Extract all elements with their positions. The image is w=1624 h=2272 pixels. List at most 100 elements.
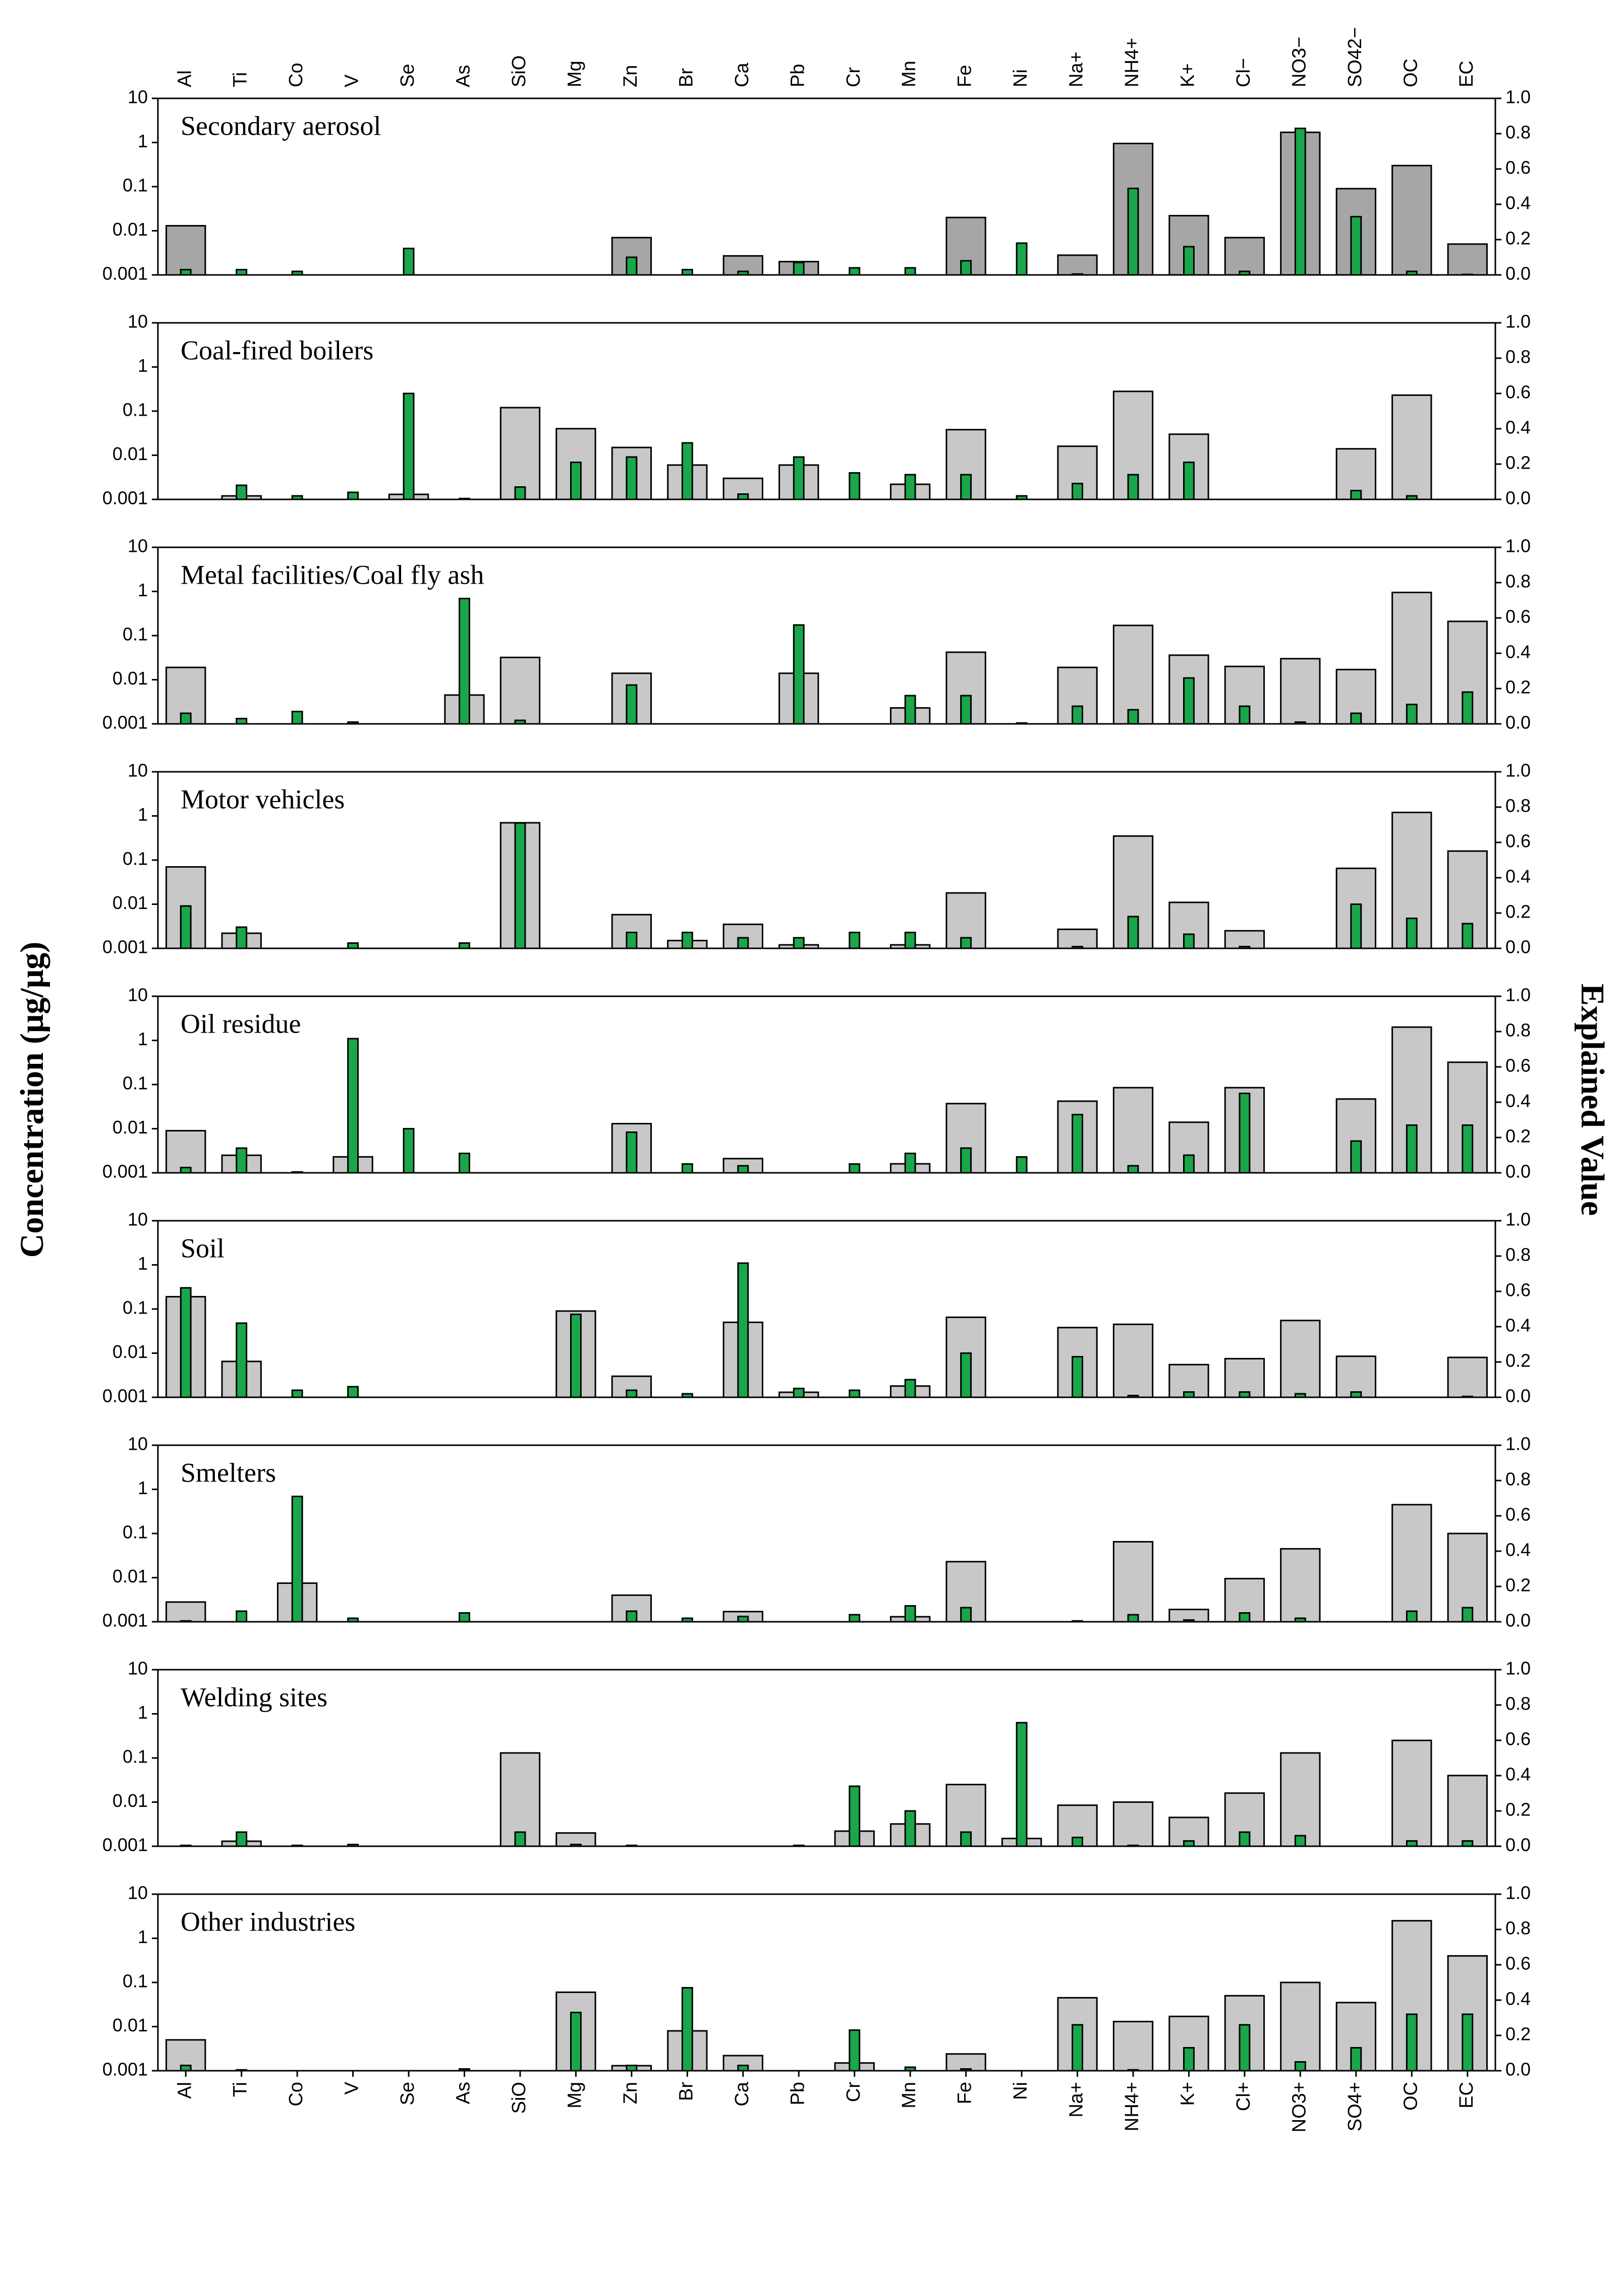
explained-bar	[849, 932, 861, 949]
concentration-bar	[1280, 1752, 1321, 1847]
concentration-bar	[499, 656, 541, 725]
y2-tick-label: 0.6	[1505, 1055, 1531, 1076]
y2-tick-label: 0.4	[1505, 642, 1531, 662]
x-tick-label: SiO	[509, 55, 530, 87]
concentration-bar	[165, 1601, 206, 1623]
explained-bar	[904, 1153, 916, 1174]
explained-bar	[1406, 704, 1418, 725]
explained-bar	[849, 267, 861, 276]
x-tick-label: Ca	[732, 63, 753, 87]
y-tick-label: 1	[138, 1029, 148, 1049]
x-tick-label: Fe	[955, 65, 976, 87]
concentration-bar	[1280, 1548, 1321, 1623]
concentration-bar	[1112, 1801, 1154, 1847]
explained-bar	[904, 1810, 916, 1847]
explained-bar	[514, 719, 526, 725]
x-tick-label: K+	[1178, 2082, 1199, 2106]
x-tick-label: Co	[286, 2082, 307, 2107]
explained-bar	[1016, 495, 1028, 500]
explained-bar	[1183, 462, 1195, 500]
y2-tick-label: 0.8	[1505, 347, 1531, 367]
panel-title: Secondary aerosol	[181, 110, 381, 141]
explained-bar	[1406, 270, 1418, 276]
x-tick-label: Ti	[230, 2082, 251, 2097]
explained-bar	[1127, 1844, 1139, 1847]
y-tick-label: 0.001	[102, 488, 148, 508]
x-tick-label: NO3+	[1289, 2082, 1310, 2132]
explained-bar	[347, 1386, 359, 1398]
panel-title: Smelters	[181, 1457, 276, 1488]
explained-bar	[459, 942, 470, 949]
explained-bar	[1350, 903, 1362, 949]
y2-tick-label: 1.0	[1505, 1209, 1531, 1230]
x-tick-label: Cr	[843, 2082, 864, 2102]
y-tick-label: 0.001	[102, 1835, 148, 1855]
explained-bar	[459, 497, 470, 500]
y2-tick-label: 0.2	[1505, 901, 1531, 922]
x-tick-label: Cl−	[1233, 58, 1254, 87]
panel-title: Motor vehicles	[181, 784, 345, 814]
y-tick-label: 10	[128, 87, 148, 107]
y2-tick-label: 0.4	[1505, 866, 1531, 887]
y-tick-label: 10	[128, 536, 148, 556]
x-tick-label: Mg	[564, 2082, 585, 2109]
explained-bar	[1072, 705, 1084, 725]
explained-bar	[1072, 483, 1084, 500]
y-tick-label: 1	[138, 1478, 148, 1498]
explained-bar	[681, 1617, 693, 1623]
explained-bar	[347, 1617, 359, 1623]
x-tick-label: Ca	[732, 2081, 753, 2106]
explained-bar	[180, 2065, 192, 2072]
explained-bar	[1350, 1140, 1362, 1174]
x-tick-label: Na+	[1066, 51, 1087, 87]
explained-bar	[681, 442, 693, 500]
concentration-bar	[165, 1130, 206, 1174]
explained-bar	[626, 256, 638, 276]
y2-tick-label: 1.0	[1505, 1658, 1531, 1679]
explained-bar	[1294, 1617, 1306, 1623]
y-tick-label: 0.1	[123, 1971, 148, 1992]
explained-bar	[681, 1163, 693, 1174]
panel-title: Soil	[181, 1233, 225, 1263]
explained-bar	[236, 2069, 248, 2072]
explained-bar	[180, 905, 192, 949]
y2-tick-label: 0.0	[1505, 937, 1531, 957]
x-tick-label: Al	[174, 70, 195, 87]
explained-bar	[1016, 1156, 1028, 1174]
y2-tick-label: 0.2	[1505, 452, 1531, 473]
y2-tick-label: 0.6	[1505, 1504, 1531, 1525]
x-tick-label: Al	[174, 2082, 195, 2099]
x-tick-label: NH4+	[1122, 2082, 1143, 2131]
explained-bar	[1462, 1395, 1474, 1398]
explained-bar	[291, 270, 303, 276]
y-tick-label: 0.01	[113, 668, 148, 689]
y-tick-label: 0.01	[113, 219, 148, 240]
x-tick-label: K+	[1178, 63, 1199, 87]
explained-bar	[1239, 270, 1251, 276]
y2-tick-label: 0.6	[1505, 1953, 1531, 1974]
y-tick-label: 0.01	[113, 2015, 148, 2035]
y2-tick-label: 0.2	[1505, 228, 1531, 249]
explained-bar	[1406, 495, 1418, 500]
concentration-bar	[1447, 1775, 1488, 1847]
x-tick-label: Zn	[620, 65, 641, 87]
y-tick-label: 1	[138, 1702, 148, 1723]
explained-bar	[1406, 1610, 1418, 1623]
y-tick-label: 1	[138, 580, 148, 600]
y-tick-label: 0.001	[102, 1386, 148, 1406]
y2-tick-label: 0.2	[1505, 1126, 1531, 1147]
concentration-bar	[499, 1752, 541, 1847]
explained-bar	[236, 718, 248, 725]
y-tick-label: 1	[138, 1926, 148, 1947]
y2-tick-label: 0.0	[1505, 1386, 1531, 1406]
explained-bar	[236, 1610, 248, 1623]
y2-tick-label: 0.0	[1505, 1835, 1531, 1855]
explained-bar	[1294, 2061, 1306, 2072]
y2-tick-label: 0.2	[1505, 677, 1531, 698]
y2-tick-label: 0.0	[1505, 1161, 1531, 1182]
y2-tick-label: 0.4	[1505, 1091, 1531, 1111]
explained-bar	[236, 1831, 248, 1847]
explained-bar	[236, 484, 248, 500]
explained-bar	[793, 262, 805, 276]
